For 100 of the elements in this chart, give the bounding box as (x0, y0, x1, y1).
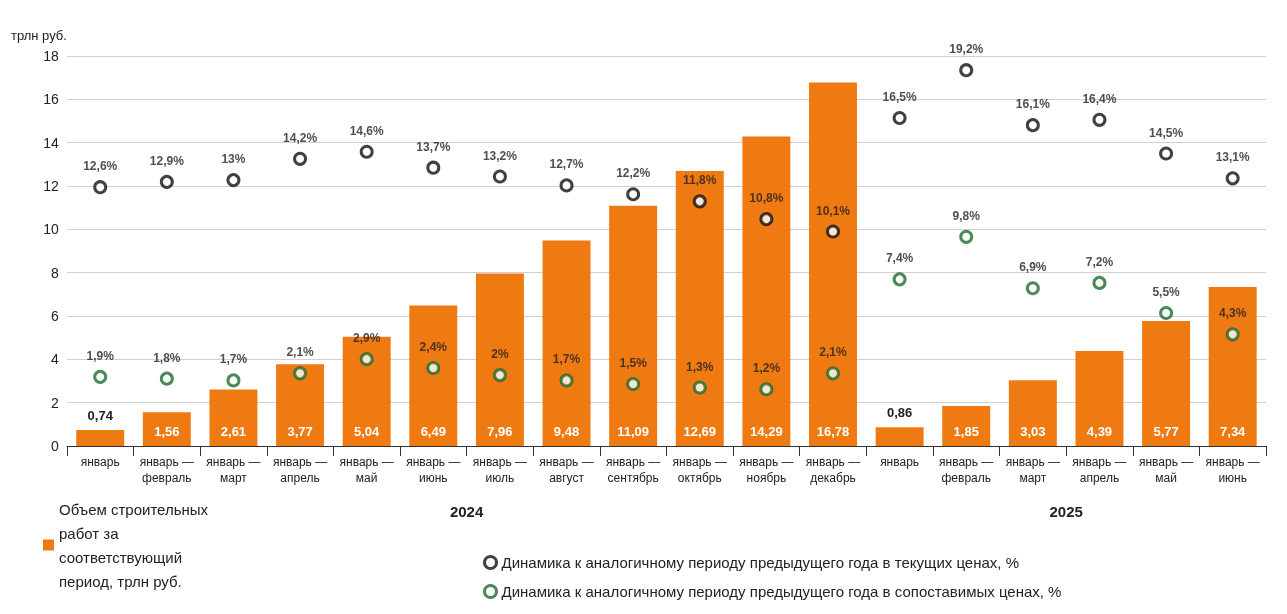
data-label: 13,7% (416, 139, 451, 154)
bar (609, 205, 658, 446)
y-axis-title: трлн руб. (11, 28, 67, 43)
point (959, 63, 974, 78)
data-label: 0,74 (87, 407, 114, 423)
point (359, 352, 374, 367)
data-label: 1,9% (86, 348, 115, 363)
data-label: 14,6% (349, 123, 385, 138)
x-tick-label: январь — октябрь (672, 455, 727, 485)
data-label: 1,8% (153, 350, 181, 365)
data-label: 1,7% (219, 352, 248, 367)
data-label: 4,39 (1086, 424, 1113, 439)
data-label: 13% (221, 152, 246, 167)
data-label: 16,78 (816, 424, 850, 439)
y-tick-label: 0 (51, 438, 60, 454)
text: 2025 (1049, 503, 1083, 520)
data-label: 1,56 (154, 424, 180, 439)
data-label: 6,9% (1019, 260, 1047, 275)
data-label: 11,8% (683, 173, 717, 188)
bar (409, 305, 458, 446)
data-label: 11,09 (617, 424, 650, 439)
y-tick-label: 2 (51, 394, 60, 411)
y-tick-label: 12 (43, 178, 60, 194)
x-tick-label: январь — апрель (1072, 455, 1127, 485)
point (1225, 171, 1240, 186)
point (759, 382, 774, 397)
point (1092, 112, 1107, 127)
point (826, 224, 840, 239)
y-tick-label: 10 (43, 221, 60, 238)
data-label: 3,03 (1020, 424, 1046, 439)
x-tick-label: январь — март (1005, 455, 1060, 485)
point (492, 368, 507, 383)
point (1159, 146, 1174, 161)
bar (475, 273, 524, 446)
legend-label: Динамика к аналогичному периоду предыдущего года в текущих ценах, % (501, 554, 1019, 571)
point (1159, 306, 1174, 321)
point (359, 144, 374, 159)
bar (209, 389, 258, 446)
x-tick-label: январь — июль (472, 455, 528, 485)
point (1025, 118, 1040, 133)
x-tick-label: январь — март (206, 455, 261, 485)
data-label: 14,2% (283, 130, 318, 145)
bar (809, 82, 857, 446)
data-label: 16,1% (1015, 97, 1051, 112)
data-label: 2,4% (419, 340, 448, 354)
data-label: 7,96 (487, 424, 513, 439)
data-label: 1,2% (752, 361, 781, 376)
point (226, 173, 241, 188)
point (759, 212, 774, 227)
legend-label: Объем строительных работ за соответствующий период, трлн руб. (59, 500, 213, 590)
data-label: 12,69 (683, 424, 717, 439)
x-tick-label: январь — сентябрь (605, 455, 661, 485)
data-label: 10,1% (815, 203, 851, 218)
data-label: 7,4% (885, 251, 914, 266)
point (159, 174, 174, 189)
point (626, 187, 641, 202)
y-tick-label: 6 (51, 308, 60, 324)
data-label: 5,77 (1153, 424, 1179, 439)
data-label: 13,1% (1215, 150, 1251, 165)
point (559, 178, 574, 193)
point (226, 373, 241, 388)
point (626, 376, 641, 391)
y-tick-label: 18 (43, 48, 60, 64)
bar (142, 412, 191, 446)
point (293, 366, 308, 381)
x-tick-label: январь (80, 455, 120, 469)
data-label: 5,5% (1152, 285, 1181, 300)
y-tick-label: 4 (51, 351, 60, 368)
bar (76, 429, 125, 446)
x-tick-label: январь — ноябрь (739, 455, 794, 485)
x-tick-label: январь — февраль (939, 455, 994, 485)
bar (276, 364, 325, 446)
data-label: 9,48 (553, 424, 580, 439)
data-label: 2,61 (220, 424, 247, 439)
data-label: 1,3% (686, 359, 714, 374)
data-label: 2,1% (819, 345, 847, 360)
y-tick-label: 16 (43, 91, 60, 108)
y-tick-label: 8 (51, 264, 60, 281)
point (959, 229, 974, 244)
point (1092, 275, 1107, 290)
bar (1008, 380, 1057, 446)
point (1225, 327, 1240, 342)
point (492, 169, 507, 184)
data-label: 1,7% (552, 352, 581, 367)
x-tick-label: январь — июнь (1205, 455, 1260, 485)
data-label: 1,5% (619, 355, 648, 370)
point (426, 361, 441, 375)
data-label: 3,77 (287, 424, 313, 439)
data-label: 14,5% (1149, 125, 1184, 140)
x-tick-label: январь — май (1138, 455, 1194, 485)
data-label: 10,8% (749, 191, 784, 206)
point (559, 373, 574, 388)
data-label: 19,2% (949, 42, 984, 57)
point (892, 272, 907, 287)
data-label: 7,2% (1085, 254, 1114, 269)
bar (1208, 286, 1257, 446)
data-label: 0,86 (886, 405, 913, 421)
data-label: 12,6% (83, 159, 118, 174)
data-label: 16,4% (1082, 91, 1117, 106)
data-label: 9,8% (952, 208, 981, 223)
